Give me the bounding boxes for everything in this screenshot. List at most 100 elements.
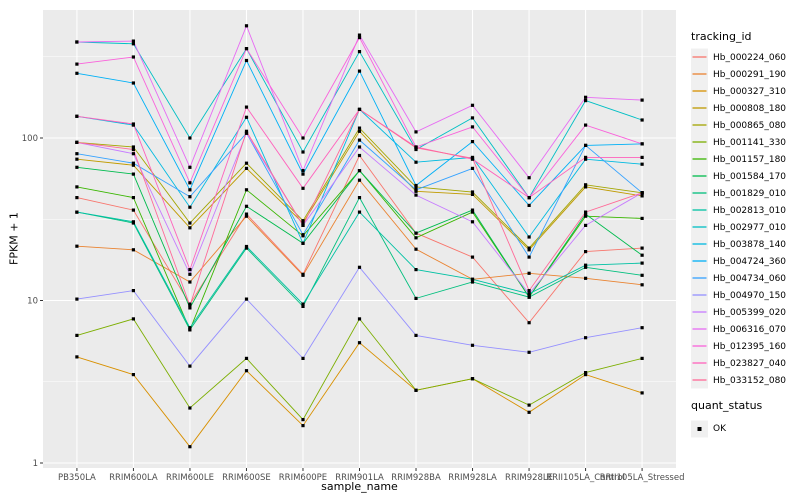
data-point: [414, 296, 418, 300]
data-point: [244, 356, 249, 360]
data-point: [584, 371, 588, 375]
data-point: [414, 231, 418, 235]
legend-label: Hb_033152_080: [713, 376, 786, 386]
quant-status-ok-label: OK: [713, 424, 726, 434]
data-point: [188, 268, 192, 272]
data-point: [527, 271, 531, 275]
data-point: [75, 140, 79, 144]
data-point: [470, 140, 475, 144]
data-point: [131, 147, 135, 152]
data-point: [527, 203, 531, 207]
data-point: [75, 244, 79, 248]
data-point: [301, 418, 305, 422]
data-point: [75, 62, 79, 66]
data-point: [188, 364, 192, 368]
data-point: [414, 146, 418, 150]
data-point: [584, 212, 588, 216]
data-point: [640, 273, 644, 277]
legend-label: Hb_004724_360: [713, 257, 786, 267]
data-point: [357, 126, 362, 130]
data-point: [470, 210, 475, 214]
data-point: [470, 377, 475, 381]
data-point: [414, 247, 418, 251]
data-point: [188, 306, 192, 310]
data-point: [188, 226, 192, 230]
data-point: [640, 194, 644, 198]
data-point: [301, 356, 305, 360]
data-point: [75, 185, 79, 189]
data-point: [357, 210, 362, 214]
legend-label: Hb_006316_070: [713, 325, 786, 335]
legend-label: Hb_000808_180: [713, 104, 786, 114]
data-point: [188, 181, 192, 185]
data-point: [640, 391, 644, 395]
legend-title-tracking-id: tracking_id: [691, 30, 752, 43]
data-point: [357, 50, 362, 54]
data-point: [244, 204, 249, 208]
data-point: [414, 160, 418, 164]
data-point: [188, 188, 192, 192]
data-point: [301, 172, 305, 176]
data-point: [75, 152, 79, 156]
data-point: [414, 268, 418, 272]
data-point: [640, 191, 644, 195]
data-point: [640, 326, 644, 330]
legend-label: Hb_000865_080: [713, 121, 786, 131]
data-point: [188, 272, 192, 276]
data-point: [301, 169, 305, 173]
data-point: [584, 157, 588, 161]
y-tick-label: 1: [33, 459, 38, 469]
data-point: [244, 47, 249, 51]
legend-label: Hb_002977_010: [713, 223, 786, 233]
data-point: [470, 125, 475, 129]
data-point: [527, 410, 531, 414]
data-point: [470, 190, 475, 194]
data-point: [301, 304, 305, 308]
legend-label: Hb_004970_150: [713, 291, 786, 301]
legend-label: Hb_005399_020: [713, 308, 786, 318]
data-point: [131, 42, 135, 46]
x-tick-label: RRIM600LA: [109, 473, 158, 483]
data-point: [188, 304, 192, 308]
legend-label: Hb_002813_010: [713, 206, 786, 216]
data-point: [244, 131, 249, 135]
data-point: [414, 193, 418, 197]
data-point: [244, 297, 249, 301]
data-point: [584, 183, 588, 187]
data-point: [301, 221, 305, 225]
data-point: [584, 99, 588, 103]
data-point: [527, 246, 531, 250]
data-point: [357, 178, 362, 182]
data-point: [357, 153, 362, 158]
x-tick-label: PB350LA: [58, 473, 96, 483]
data-point: [470, 220, 475, 224]
data-point: [188, 165, 192, 169]
data-point: [188, 221, 192, 225]
data-point: [75, 297, 79, 301]
data-point: [301, 273, 305, 277]
data-point: [131, 208, 135, 212]
data-point: [470, 192, 475, 196]
x-tick-label: RRIM928LA: [448, 473, 497, 483]
legend-label: Hb_012395_160: [713, 342, 786, 352]
data-point: [584, 373, 588, 377]
data-point: [470, 116, 475, 120]
data-point: [527, 289, 531, 293]
data-point: [527, 321, 531, 325]
x-tick-label: RRIM901LA: [335, 473, 384, 483]
data-point: [75, 71, 79, 75]
data-point: [244, 129, 249, 133]
data-point: [640, 261, 644, 265]
data-point: [131, 373, 135, 377]
data-point: [584, 143, 588, 147]
data-point: [527, 255, 531, 259]
data-point: [75, 40, 79, 44]
data-point: [244, 369, 249, 373]
data-point: [584, 95, 588, 99]
data-point: [414, 236, 418, 240]
data-point: [584, 210, 588, 214]
data-point: [188, 195, 192, 199]
data-point: [527, 176, 531, 180]
data-point: [75, 210, 79, 214]
data-point: [357, 69, 362, 73]
